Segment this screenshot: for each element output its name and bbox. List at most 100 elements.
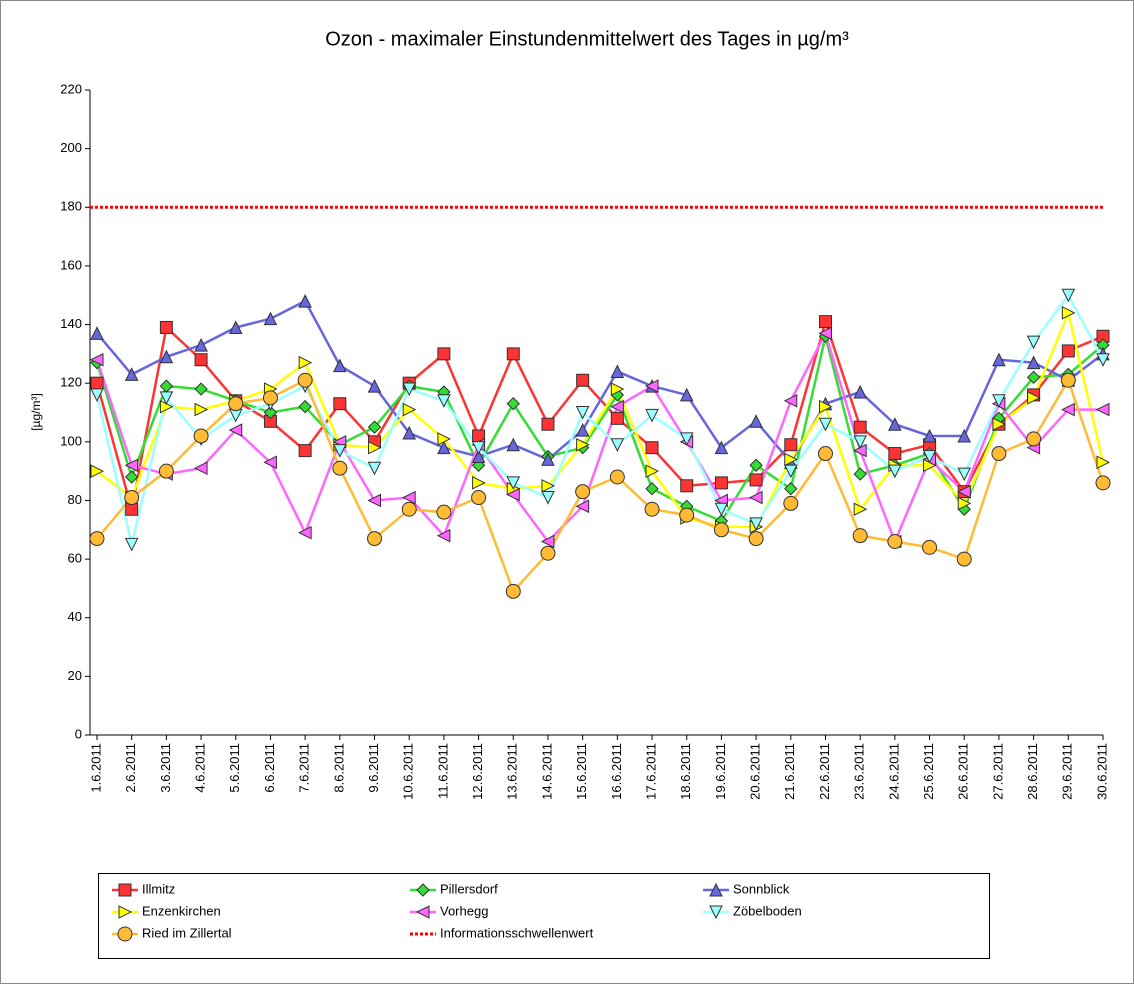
marker: [506, 437, 521, 452]
marker: [679, 507, 695, 523]
marker: [472, 476, 486, 490]
marker: [506, 476, 521, 490]
y-tick-label: 100: [60, 433, 82, 448]
legend-marker: [709, 882, 723, 897]
marker: [298, 293, 312, 308]
marker: [992, 352, 1006, 367]
marker: [1026, 335, 1041, 350]
marker: [333, 444, 347, 458]
marker: [645, 464, 660, 478]
marker: [748, 490, 763, 505]
x-tick-label: 10.6.2011: [401, 743, 416, 800]
legend-marker: [118, 883, 132, 897]
marker: [125, 502, 139, 516]
legend-marker: [415, 905, 430, 919]
y-tick-label: 220: [60, 81, 82, 96]
marker: [888, 464, 902, 479]
marker: [541, 491, 555, 505]
marker: [436, 504, 452, 520]
marker: [368, 440, 382, 455]
marker: [471, 490, 487, 506]
x-tick-label: 25.6.2011: [921, 743, 936, 800]
marker: [610, 364, 625, 378]
marker: [748, 531, 764, 547]
x-tick-label: 18.6.2011: [678, 743, 693, 800]
marker: [471, 449, 486, 463]
marker: [541, 452, 555, 466]
marker: [298, 399, 312, 414]
marker: [124, 367, 139, 381]
marker: [506, 487, 520, 502]
marker: [609, 469, 625, 485]
marker: [194, 337, 208, 352]
x-tick-label: 23.6.2011: [852, 743, 867, 800]
marker: [679, 432, 694, 447]
marker: [332, 460, 348, 476]
marker: [575, 422, 590, 437]
marker: [1061, 288, 1076, 303]
marker: [90, 388, 104, 403]
marker: [367, 378, 382, 393]
marker: [263, 405, 278, 420]
marker: [124, 537, 139, 552]
marker: [1061, 306, 1076, 320]
x-tick-label: 20.6.2011: [748, 743, 763, 800]
x-tick-label: 19.6.2011: [713, 743, 728, 800]
legend-marker: [416, 883, 430, 897]
x-tick-label: 12.6.2011: [470, 743, 485, 800]
marker: [957, 496, 972, 511]
marker: [714, 502, 729, 517]
marker: [818, 417, 833, 432]
y-tick-label: 200: [60, 140, 82, 155]
x-tick-label: 17.6.2011: [643, 743, 658, 800]
marker: [783, 495, 799, 511]
marker: [576, 373, 590, 387]
marker: [367, 531, 383, 547]
marker: [853, 502, 868, 517]
x-tick-label: 28.6.2011: [1025, 743, 1040, 800]
marker: [749, 458, 763, 472]
x-tick-label: 15.6.2011: [574, 743, 589, 800]
marker: [645, 408, 659, 423]
marker: [437, 394, 451, 408]
marker: [333, 397, 347, 411]
marker: [714, 476, 728, 490]
marker: [956, 551, 972, 567]
marker: [922, 428, 937, 443]
marker: [610, 382, 625, 396]
marker: [90, 326, 104, 340]
marker: [1061, 344, 1075, 358]
x-tick-label: 13.6.2011: [505, 743, 520, 800]
marker: [262, 390, 278, 406]
marker: [922, 449, 937, 464]
marker: [401, 501, 417, 517]
marker: [575, 406, 590, 420]
x-tick-label: 6.6.2011: [262, 743, 277, 793]
x-tick-label: 26.6.2011: [956, 743, 971, 800]
marker: [1095, 475, 1111, 491]
legend-label: Enzenkirchen: [142, 903, 221, 918]
y-tick-label: 80: [68, 492, 82, 507]
marker: [540, 534, 555, 549]
y-tick-label: 0: [75, 726, 82, 741]
marker: [818, 326, 832, 341]
marker: [228, 423, 243, 437]
marker: [159, 391, 174, 405]
marker: [888, 447, 902, 461]
y-tick-label: 140: [60, 316, 82, 331]
legend-label: Illmitz: [142, 881, 175, 896]
marker: [1061, 402, 1075, 417]
marker: [992, 417, 1007, 432]
marker: [783, 393, 798, 408]
marker: [158, 463, 174, 479]
marker: [333, 358, 347, 373]
legend-label: Ried im Zillertal: [142, 925, 232, 940]
marker: [263, 455, 277, 470]
marker: [228, 320, 243, 334]
marker: [784, 438, 798, 452]
marker: [402, 382, 417, 397]
legend-label: Zöbelboden: [733, 903, 802, 918]
y-tick-label: 160: [60, 257, 82, 272]
marker: [298, 525, 312, 540]
legend-label: Vorhegg: [440, 903, 488, 918]
